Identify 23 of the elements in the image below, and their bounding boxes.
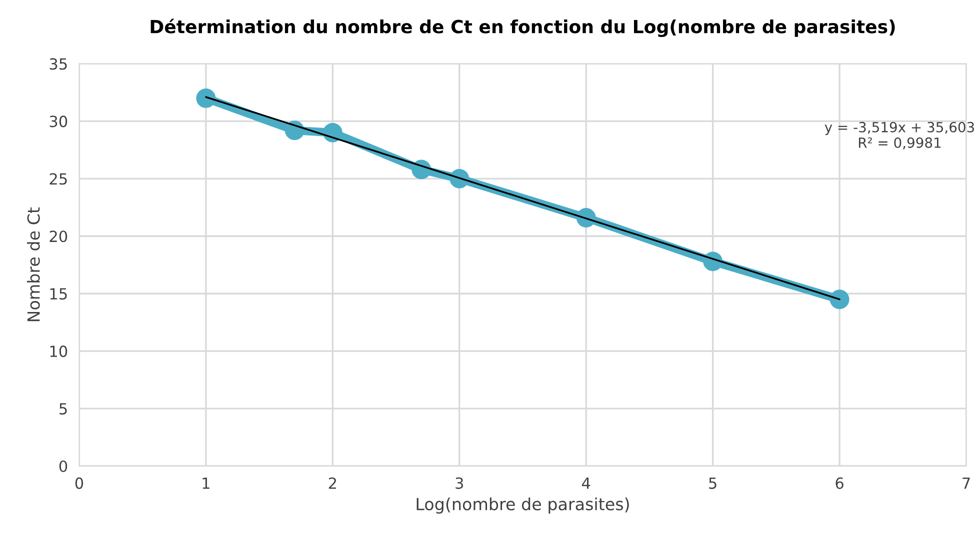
x-tick-label: 6 (836, 477, 844, 489)
y-tick-label: 5 (60, 403, 67, 415)
y-tick-label: 20 (50, 230, 68, 242)
y-tick-label: 30 (50, 116, 68, 128)
x-tick-label: 3 (456, 477, 464, 489)
point (196, 88, 216, 108)
point (830, 290, 850, 310)
x-tick-label: 7 (962, 478, 970, 489)
x-tick-label: 4 (582, 478, 590, 489)
x-axis-title: Log(nombre de parasites) (416, 497, 629, 514)
y-tick-label: 15 (50, 288, 67, 300)
y-tick-label: 35 (50, 58, 67, 70)
y-tick-label: 10 (50, 346, 68, 358)
y-tick-label: 0 (59, 460, 68, 472)
y-axis-title: Nombre de Ct (26, 207, 40, 322)
point (322, 122, 342, 142)
x-tick-label: 0 (75, 477, 84, 489)
x-tick-label: 1 (202, 478, 210, 489)
annotation: y = -3,519x + 35,603 R² = 0,9981 (824, 122, 974, 150)
chart-title: Détermination du nombre de Ct en fonction du Log(nombre de parasites) (150, 18, 895, 38)
y-tick-label: 25 (50, 173, 67, 185)
x-tick-label: 2 (328, 477, 336, 489)
x-tick-label: 5 (709, 478, 716, 489)
